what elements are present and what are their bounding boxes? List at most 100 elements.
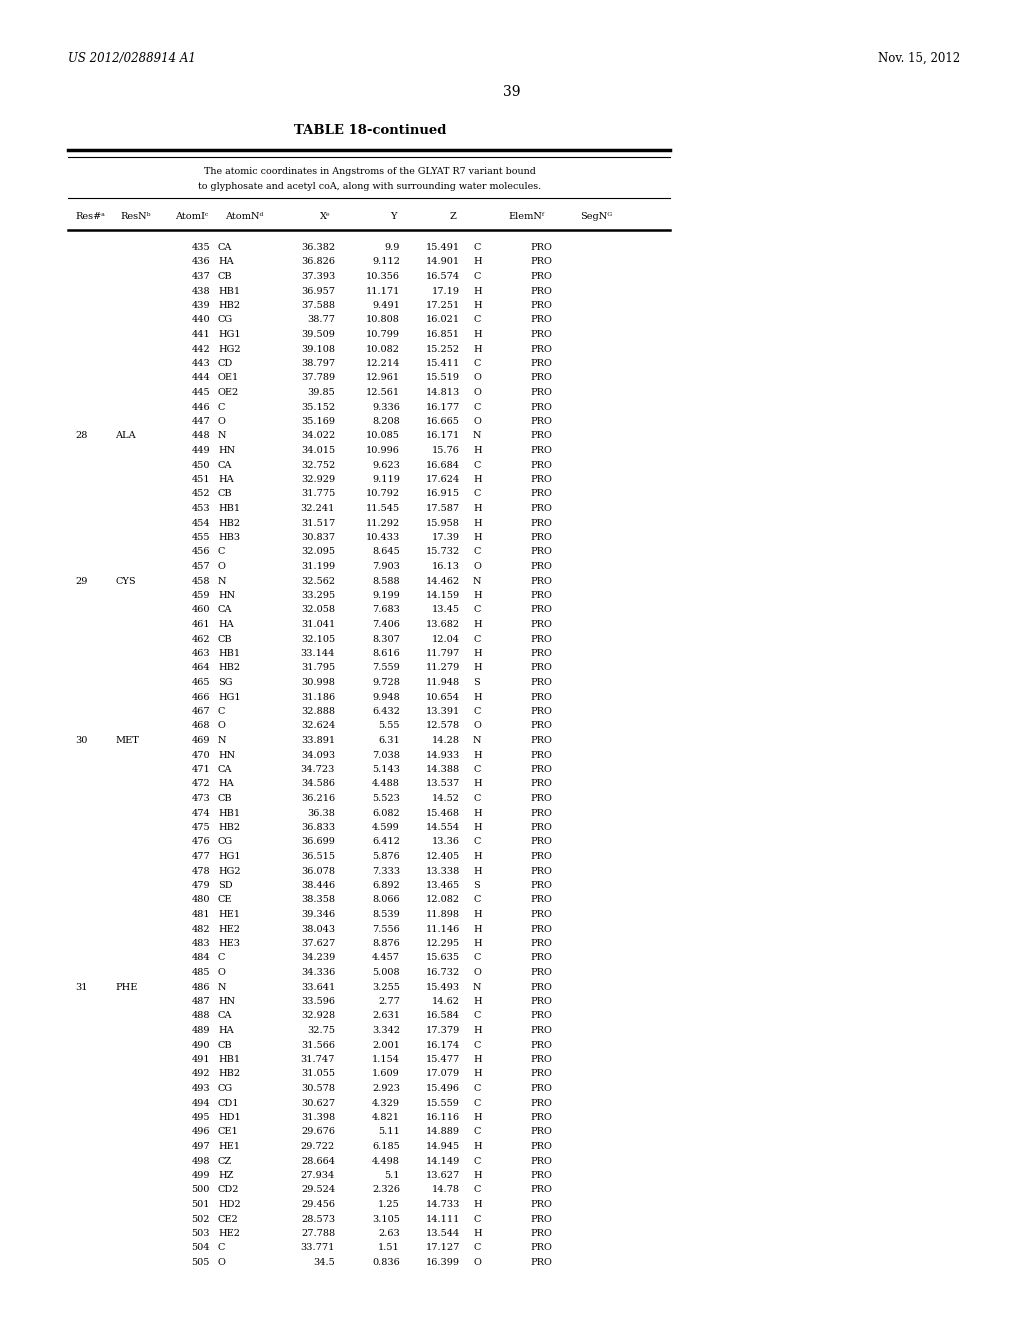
Text: 39: 39 [503,84,521,99]
Text: 447: 447 [191,417,210,426]
Text: PRO: PRO [530,1214,552,1224]
Text: 13.544: 13.544 [426,1229,460,1238]
Text: PRO: PRO [530,446,552,455]
Text: S: S [473,880,480,890]
Text: 15.491: 15.491 [426,243,460,252]
Text: PRO: PRO [530,1040,552,1049]
Text: 32.752: 32.752 [301,461,335,470]
Text: PRO: PRO [530,1098,552,1107]
Text: 15.496: 15.496 [426,1084,460,1093]
Text: HB1: HB1 [218,286,240,296]
Text: PRO: PRO [530,722,552,730]
Text: 468: 468 [191,722,210,730]
Text: 1.25: 1.25 [378,1200,400,1209]
Text: 445: 445 [191,388,210,397]
Text: HB3: HB3 [218,533,240,543]
Text: 15.559: 15.559 [426,1098,460,1107]
Text: H: H [473,301,481,310]
Text: SegNᴳ: SegNᴳ [580,213,612,220]
Text: H: H [473,909,481,919]
Text: O: O [473,722,481,730]
Text: H: H [473,620,481,630]
Text: HA: HA [218,257,233,267]
Text: 436: 436 [191,257,210,267]
Text: 29.456: 29.456 [301,1200,335,1209]
Text: 5.55: 5.55 [379,722,400,730]
Text: 9.336: 9.336 [372,403,400,412]
Text: HB1: HB1 [218,808,240,817]
Text: 439: 439 [191,301,210,310]
Text: 32.928: 32.928 [301,1011,335,1020]
Text: 36.078: 36.078 [301,866,335,875]
Text: 39.509: 39.509 [301,330,335,339]
Text: C: C [473,490,480,499]
Text: H: H [473,924,481,933]
Text: H: H [473,446,481,455]
Text: 479: 479 [191,880,210,890]
Text: 2.923: 2.923 [372,1084,400,1093]
Text: 32.241: 32.241 [301,504,335,513]
Text: The atomic coordinates in Angstroms of the GLYAT R7 variant bound: The atomic coordinates in Angstroms of t… [204,168,536,176]
Text: PRO: PRO [530,780,552,788]
Text: 39.108: 39.108 [301,345,335,354]
Text: 31.795: 31.795 [301,664,335,672]
Text: PRO: PRO [530,880,552,890]
Text: 14.889: 14.889 [426,1127,460,1137]
Text: PRO: PRO [530,982,552,991]
Text: PRO: PRO [530,461,552,470]
Text: 13.36: 13.36 [432,837,460,846]
Text: 37.588: 37.588 [301,301,335,310]
Text: 35.152: 35.152 [301,403,335,412]
Text: 15.493: 15.493 [426,982,460,991]
Text: 15.958: 15.958 [426,519,460,528]
Text: 11.898: 11.898 [426,909,460,919]
Text: PRO: PRO [530,1185,552,1195]
Text: N: N [473,982,481,991]
Text: 483: 483 [191,939,210,948]
Text: PRO: PRO [530,795,552,803]
Text: 32.058: 32.058 [301,606,335,615]
Text: PRO: PRO [530,620,552,630]
Text: HG2: HG2 [218,345,241,354]
Text: H: H [473,1142,481,1151]
Text: 5.1: 5.1 [384,1171,400,1180]
Text: PRO: PRO [530,548,552,557]
Text: 7.903: 7.903 [372,562,400,572]
Text: O: O [473,1258,481,1267]
Text: 13.338: 13.338 [426,866,460,875]
Text: C: C [473,359,480,368]
Text: H: H [473,1069,481,1078]
Text: 482: 482 [191,924,210,933]
Text: 503: 503 [191,1229,210,1238]
Text: 32.562: 32.562 [301,577,335,586]
Text: 36.382: 36.382 [301,243,335,252]
Text: PRO: PRO [530,504,552,513]
Text: 15.76: 15.76 [432,446,460,455]
Text: 458: 458 [191,577,210,586]
Text: CZ: CZ [218,1156,232,1166]
Text: 463: 463 [191,649,210,657]
Text: 2.77: 2.77 [378,997,400,1006]
Text: N: N [218,432,226,441]
Text: PRO: PRO [530,997,552,1006]
Text: PRO: PRO [530,301,552,310]
Text: 10.433: 10.433 [366,533,400,543]
Text: 38.446: 38.446 [301,880,335,890]
Text: CE: CE [218,895,232,904]
Text: 6.412: 6.412 [372,837,400,846]
Text: 14.159: 14.159 [426,591,460,601]
Text: H: H [473,345,481,354]
Text: CG: CG [218,1084,233,1093]
Text: H: H [473,519,481,528]
Text: HA: HA [218,1026,233,1035]
Text: 15.477: 15.477 [426,1055,460,1064]
Text: 2.001: 2.001 [372,1040,400,1049]
Text: 5.876: 5.876 [373,851,400,861]
Text: 16.13: 16.13 [432,562,460,572]
Text: 449: 449 [191,446,210,455]
Text: O: O [473,968,481,977]
Text: C: C [473,895,480,904]
Text: 2.326: 2.326 [372,1185,400,1195]
Text: 3.255: 3.255 [372,982,400,991]
Text: 11.797: 11.797 [426,649,460,657]
